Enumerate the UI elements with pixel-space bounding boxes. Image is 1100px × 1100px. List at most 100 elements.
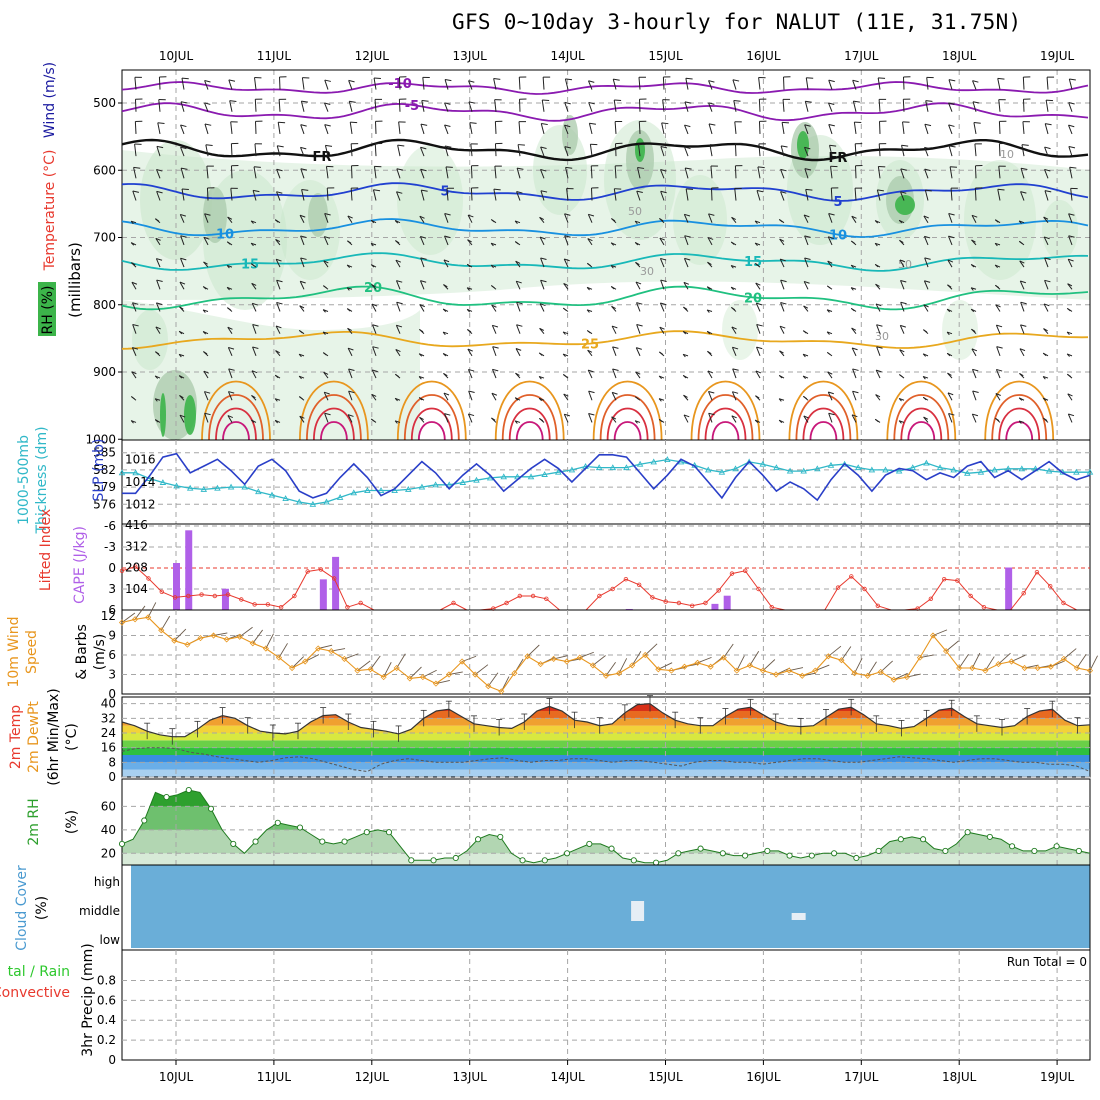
wind10-tick-9: 9 (108, 629, 116, 643)
rh2m-point-0 (118, 840, 126, 847)
barb-234 (950, 188, 953, 201)
barb-flag-432 (900, 301, 907, 305)
barb-flag-217 (540, 190, 548, 193)
barb-flag-460 (611, 325, 618, 329)
wind10-point-21 (393, 664, 400, 672)
rh2m-point-10 (230, 840, 237, 847)
barb-278 (1043, 216, 1049, 224)
barb-flag-286 (275, 238, 281, 243)
barb-flag-562 (179, 395, 184, 399)
barb-flag-598 (1042, 397, 1047, 402)
barb-flag-399 (1067, 283, 1073, 287)
barb-86 (277, 122, 281, 135)
barb-7 (301, 77, 305, 90)
barb-flag-506 (756, 346, 763, 350)
barb-flag-453 (442, 331, 446, 336)
wind10-point-3 (158, 627, 165, 634)
barb-445 (252, 324, 257, 334)
barb-flag-161 (156, 169, 163, 172)
barb-flag-393 (924, 280, 931, 283)
barb-flag-568 (324, 391, 330, 395)
thickness-point-48 (773, 464, 780, 471)
barb-361 (156, 279, 161, 290)
barb-flag-183 (685, 167, 692, 170)
barb-579 (588, 390, 593, 401)
barb-365 (251, 283, 257, 290)
barb-227 (780, 191, 785, 201)
rh2m-point-14 (274, 819, 281, 826)
barb-328 (323, 260, 329, 268)
barb-flag-159 (1068, 145, 1076, 149)
barb-flag-295 (490, 242, 494, 247)
rh2m-point-64 (831, 850, 838, 857)
barb-flag-462 (659, 326, 665, 330)
wind10-barb-36 (592, 655, 606, 666)
rh-shade-13 (942, 300, 978, 360)
barb-199 (1069, 167, 1073, 179)
barb-flag-327 (300, 257, 307, 260)
barb-flag-87 (300, 124, 307, 127)
slp-line (122, 452, 1091, 502)
barb-flag-353 (924, 257, 931, 260)
barb-52 (421, 100, 425, 112)
barb-flag-502 (659, 351, 664, 355)
wind10-barb-48 (749, 651, 760, 666)
barb-25 (732, 79, 737, 90)
barb-flag-309 (828, 236, 834, 239)
barb-202 (181, 188, 185, 201)
wind10-barb-49 (762, 659, 776, 671)
isotherm-10 (121, 218, 1089, 238)
barb-253 (444, 213, 449, 223)
barb-flag-411 (396, 301, 403, 305)
barb-32 (902, 76, 905, 90)
barb-flag-215 (493, 188, 501, 191)
barb-125 (254, 143, 257, 157)
barb-17 (542, 77, 545, 90)
thickness-point-10 (255, 488, 262, 495)
barb-flag-324 (226, 265, 230, 269)
barb-flag-122 (180, 146, 187, 150)
barb-flag-505 (732, 346, 739, 350)
barb-66 (758, 99, 761, 112)
barb-207 (301, 189, 305, 201)
barb-flag-280 (130, 242, 135, 246)
barb-flag-518 (1042, 352, 1047, 357)
cloud-level-low: low (100, 933, 121, 947)
barb-564 (227, 391, 233, 401)
rh2m-point-42 (586, 840, 593, 847)
barb-flag-312 (899, 239, 904, 244)
barb-135 (494, 143, 497, 157)
cape-bar-0 (173, 563, 180, 610)
barb-516 (996, 346, 1001, 357)
barb-124 (230, 143, 233, 157)
barb-flag-594 (947, 392, 954, 396)
barb-43 (204, 102, 209, 112)
barb-flag-276 (994, 219, 999, 223)
thickness-point-11 (268, 491, 276, 498)
barb-437 (1020, 302, 1025, 312)
barb-flag-424 (706, 309, 710, 313)
barb-flag-372 (420, 280, 427, 283)
barb-flag-437 (1020, 301, 1027, 305)
date-top-17JUL: 17JUL (844, 49, 879, 63)
rh-contour-label-2: 30 (875, 330, 889, 343)
barb-467 (779, 325, 785, 334)
thickness-point-71 (1086, 468, 1094, 475)
barb-flag-289 (347, 240, 352, 244)
cape-bar-3 (319, 579, 327, 610)
barb-185 (734, 165, 737, 179)
barb-flag-617 (539, 417, 544, 422)
barb-flag-259 (588, 213, 595, 217)
barb-flag-93 (444, 124, 451, 128)
barb-594 (947, 392, 953, 401)
barb-107 (781, 122, 785, 135)
wind10-barb-74 (1089, 655, 1098, 671)
barb-flag-43 (204, 102, 211, 105)
barb-flag-550 (852, 368, 859, 371)
warm-loop-8-3 (1005, 421, 1034, 441)
barb-304 (707, 237, 713, 246)
barb-flag-335 (490, 264, 494, 269)
rh-shade-6 (673, 175, 727, 265)
wind10-barb-11 (265, 633, 274, 649)
barb-flag-281 (155, 237, 161, 241)
